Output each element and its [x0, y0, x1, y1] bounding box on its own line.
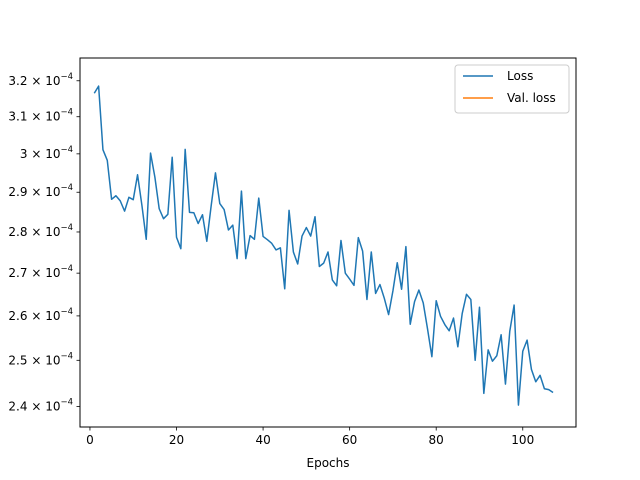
x-tick-label: 0	[86, 433, 94, 447]
x-axis: 0 20 40 60 80 100	[86, 427, 534, 447]
y-tick-label: 2.9 × 10−4	[8, 183, 73, 199]
legend-label-loss: Loss	[507, 69, 533, 83]
y-tick-label: 3.1 × 10−4	[8, 108, 73, 124]
x-tick-label: 80	[429, 433, 444, 447]
y-axis: 2.4 × 10−4 2.5 × 10−4 2.6 × 10−4 2.7 × 10−4…	[8, 72, 80, 414]
x-tick-label: 60	[342, 433, 357, 447]
x-tick-label: 40	[255, 433, 270, 447]
x-axis-label: Epochs	[307, 456, 350, 470]
y-tick-label: 2.5 × 10−4	[8, 351, 73, 367]
axes-frame	[79, 57, 577, 428]
y-tick-label: 2.6 × 10−4	[8, 307, 73, 323]
y-tick-label: 2.7 × 10−4	[8, 264, 73, 280]
legend: Loss Val. loss	[454, 64, 570, 114]
x-tick-label: 20	[169, 433, 184, 447]
y-tick-label: 3.2 × 10−4	[8, 72, 73, 88]
legend-label-val-loss: Val. loss	[507, 91, 556, 105]
x-tick-label: 100	[511, 433, 534, 447]
legend-box	[454, 64, 570, 114]
y-tick-label: 2.4 × 10−4	[8, 398, 73, 414]
plot-area	[80, 58, 576, 427]
y-tick-label: 2.8 × 10−4	[8, 223, 73, 239]
series-layer	[93, 85, 554, 406]
loss-series-line	[93, 85, 554, 406]
y-tick-label: 3 × 10−4	[20, 145, 73, 161]
axes-background	[80, 58, 576, 427]
